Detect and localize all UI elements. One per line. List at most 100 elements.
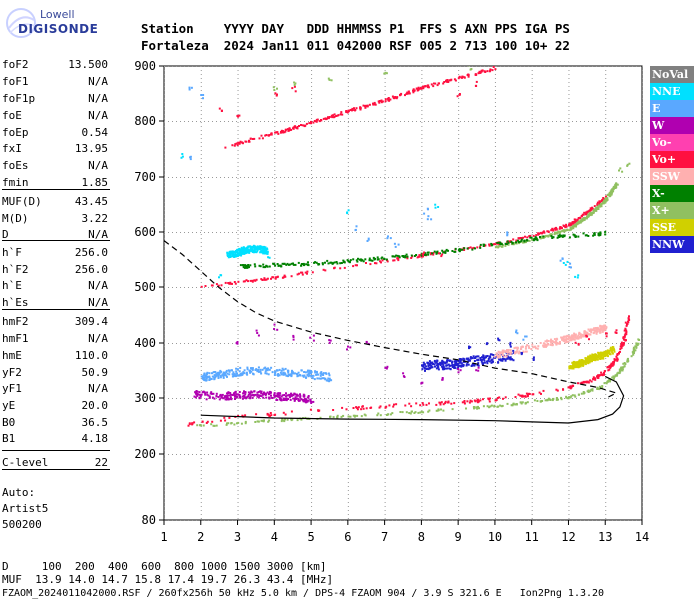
grid-dot <box>220 454 221 455</box>
grid-dot <box>568 110 570 111</box>
grid-dot <box>452 287 453 288</box>
grid-dot <box>274 118 276 119</box>
echo-point <box>614 187 617 189</box>
grid-dot <box>200 278 202 279</box>
echo-point <box>455 361 458 364</box>
grid-dot <box>458 414 460 415</box>
grid-dot <box>200 294 202 295</box>
grid-dot <box>531 462 533 463</box>
grid-dot <box>494 294 496 295</box>
grid-dot <box>632 343 633 344</box>
echo-point <box>295 393 298 396</box>
grid-dot <box>336 287 337 288</box>
grid-dot <box>480 520 481 521</box>
grid-dot <box>420 287 421 288</box>
grid-dot <box>274 226 276 227</box>
echo-point <box>304 371 307 374</box>
grid-dot <box>384 182 386 183</box>
echo-point <box>493 405 496 408</box>
echo-point <box>441 360 444 362</box>
grid-dot <box>268 343 269 344</box>
grid-dot <box>484 66 485 67</box>
echo-point <box>194 396 197 399</box>
echo-point <box>528 392 530 395</box>
grid-dot <box>276 232 277 233</box>
grid-dot <box>312 454 313 455</box>
grid-dot <box>572 121 573 122</box>
echo-point <box>243 372 246 375</box>
grid-dot <box>237 326 239 327</box>
echo-point <box>252 372 254 375</box>
grid-dot <box>540 66 541 67</box>
echo-point <box>255 278 258 281</box>
echo-point <box>355 107 358 110</box>
echo-point <box>268 396 271 399</box>
grid-dot <box>384 338 386 339</box>
grid-dot <box>347 106 349 107</box>
echo-point <box>349 109 352 111</box>
grid-dot <box>388 398 389 399</box>
grid-dot <box>494 362 496 363</box>
echo-point <box>451 361 453 364</box>
grid-dot <box>168 520 169 521</box>
grid-dot <box>274 318 276 319</box>
grid-dot <box>368 520 369 521</box>
grid-dot <box>531 230 533 231</box>
grid-dot <box>642 466 643 467</box>
grid-dot <box>572 398 573 399</box>
grid-dot <box>348 121 349 122</box>
grid-dot <box>432 287 433 288</box>
grid-dot <box>458 370 460 371</box>
echo-point <box>529 235 531 238</box>
echo-point <box>567 386 570 389</box>
grid-dot <box>200 342 202 343</box>
grid-dot <box>256 66 257 67</box>
echo-point <box>453 365 456 367</box>
grid-dot <box>605 394 607 395</box>
grid-dot <box>384 230 386 231</box>
echo-point <box>601 386 604 389</box>
echo-point <box>303 125 306 128</box>
echo-point <box>600 203 603 205</box>
grid-dot <box>421 70 423 71</box>
echo-point <box>444 361 446 364</box>
grid-dot <box>556 287 557 288</box>
grid-dot <box>605 486 607 487</box>
grid-dot <box>316 287 317 288</box>
grid-dot <box>408 398 409 399</box>
echo-point <box>313 378 316 381</box>
grid-dot <box>421 294 423 295</box>
echo-point <box>380 101 383 104</box>
grid-dot <box>421 318 423 319</box>
grid-dot <box>164 102 165 103</box>
echo-point <box>276 131 279 134</box>
grid-dot <box>531 194 533 195</box>
grid-dot <box>492 232 493 233</box>
grid-dot <box>164 342 165 343</box>
grid-dot <box>605 214 607 215</box>
grid-dot <box>605 90 607 91</box>
echo-point <box>245 279 248 282</box>
grid-dot <box>536 520 537 521</box>
grid-dot <box>494 478 496 479</box>
grid-dot <box>458 202 460 203</box>
echo-point <box>592 376 595 379</box>
grid-dot <box>642 254 643 255</box>
grid-dot <box>568 466 570 467</box>
grid-dot <box>311 378 313 379</box>
echo-point <box>600 373 603 376</box>
grid-dot <box>212 287 213 288</box>
echo-point <box>243 390 245 393</box>
echo-point <box>572 225 575 228</box>
grid-dot <box>274 330 276 331</box>
echo-point <box>617 371 620 374</box>
echo-point <box>233 255 236 258</box>
grid-dot <box>584 121 585 122</box>
echo-point <box>436 366 439 369</box>
grid-dot <box>200 290 202 291</box>
grid-dot <box>360 121 361 122</box>
grid-dot <box>494 118 496 119</box>
grid-dot <box>576 454 577 455</box>
echo-point <box>260 390 263 393</box>
grid-dot <box>288 287 289 288</box>
